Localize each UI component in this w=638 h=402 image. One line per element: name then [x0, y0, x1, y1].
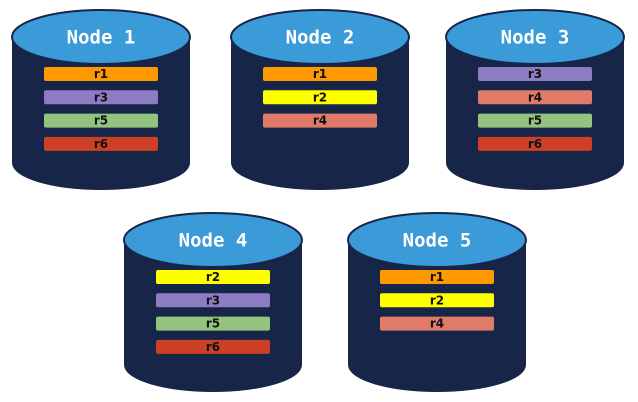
node: Node 2 r1 r2 r4	[230, 9, 410, 190]
replica-bar	[263, 67, 377, 81]
cylinder-top	[445, 9, 625, 65]
replica-bar	[44, 113, 158, 128]
cylinder-top	[230, 9, 410, 65]
replica-label: r2	[206, 270, 220, 284]
replica-bar	[478, 67, 592, 81]
replica-label: r3	[206, 293, 220, 307]
cylinder-top	[347, 212, 527, 268]
replica-label: r5	[94, 114, 108, 128]
replica-bar	[478, 136, 592, 151]
replica-label: r6	[528, 137, 542, 151]
replica-label: r6	[206, 340, 220, 354]
replica-label: r5	[206, 317, 220, 331]
replica-label: r3	[528, 67, 542, 81]
replica-bar	[478, 113, 592, 128]
replica-label: r1	[94, 67, 108, 81]
replica-label: r6	[94, 137, 108, 151]
replica-bar	[156, 270, 270, 284]
replica-bar	[380, 316, 494, 331]
replica-bar	[156, 316, 270, 331]
replica-bar	[44, 67, 158, 81]
replica-bar	[478, 90, 592, 105]
node: Node 4 r2 r3 r5 r6	[123, 212, 303, 392]
replica-label: r5	[528, 114, 542, 128]
node-label: Node 3	[501, 27, 570, 49]
node: Node 3 r3 r4 r5 r6	[445, 9, 625, 190]
replica-label: r2	[313, 90, 327, 104]
node: Node 1 r1 r3 r5 r6	[11, 9, 191, 190]
node: Node 5 r1 r2 r4	[347, 212, 527, 392]
replica-label: r4	[430, 317, 444, 331]
replica-bar	[263, 90, 377, 105]
cylinder-top	[11, 9, 191, 65]
replica-label: r4	[313, 114, 327, 128]
replica-bar	[380, 270, 494, 284]
replica-label: r1	[430, 270, 444, 284]
replica-bar	[156, 339, 270, 354]
replica-bar	[156, 293, 270, 308]
replica-bar	[44, 136, 158, 151]
replica-label: r3	[94, 90, 108, 104]
replica-label: r1	[313, 67, 327, 81]
replica-bar	[44, 90, 158, 105]
node-label: Node 4	[179, 230, 248, 252]
replica-label: r4	[528, 90, 542, 104]
replica-label: r2	[430, 293, 444, 307]
node-label: Node 2	[286, 27, 355, 49]
cylinder-top	[123, 212, 303, 268]
node-label: Node 1	[67, 27, 136, 49]
replica-bar	[263, 113, 377, 128]
node-label: Node 5	[403, 230, 472, 252]
replica-bar	[380, 293, 494, 308]
